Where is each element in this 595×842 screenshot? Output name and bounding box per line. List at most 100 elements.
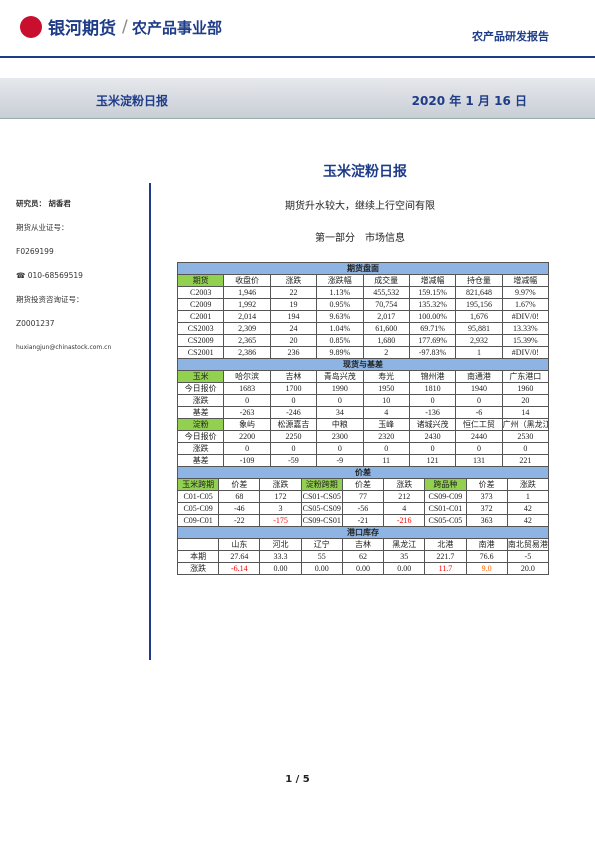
cell: 2,932 [455, 334, 503, 347]
cell: 诸城兴茂 [408, 418, 457, 431]
cell: 淀粉 [176, 418, 225, 431]
cell: C09-C01 [176, 514, 220, 527]
cell: 27.64 [218, 550, 261, 563]
cell: 锦州港 [408, 370, 457, 383]
cell: CS09-C09 [424, 490, 467, 503]
cell: CS2001 [176, 346, 225, 359]
cell: 13.33% [501, 322, 550, 335]
cell: 涨跌 [383, 478, 426, 491]
cell: 0 [408, 442, 457, 455]
banner-date: 2020 年 1 月 16 日 [411, 94, 527, 108]
cell: 涨跌 [176, 442, 225, 455]
cell: 221.7 [424, 550, 467, 563]
consult: Z0001237 [16, 319, 55, 328]
cell: 2200 [223, 430, 271, 443]
cell: 成交量 [362, 274, 410, 287]
cell: 价差 [465, 478, 508, 491]
label: 期货从业证号： [16, 223, 69, 232]
cell: 0 [501, 442, 550, 455]
cell: 9.97% [501, 286, 550, 299]
cell: 哈尔滨 [223, 370, 271, 383]
data-table: 期货盘面 期货 收盘价 涨跌 涨跌幅 成交量 增减幅 持仓量 增减幅 C2003 1,946 22 1.… [176, 262, 550, 359]
cell: CS05-CS09 [300, 502, 343, 515]
cell: 广东港口 [501, 370, 550, 383]
cell: 2430 [408, 430, 457, 443]
cell: 34 [316, 406, 364, 419]
cell: 70,754 [362, 298, 410, 311]
cell: 0 [269, 394, 318, 407]
cell: 20.0 [506, 562, 550, 575]
cell: 价差 [341, 478, 385, 491]
cell: -46 [218, 502, 261, 515]
cell: -216 [383, 514, 426, 527]
table-row: CS2001 2,386 236 9.89% 2 -97.83% 1 #DIV/0! [176, 346, 550, 359]
cell: 195,156 [455, 298, 503, 311]
cell: 山东 [218, 538, 261, 551]
logo: 银河期货 / [20, 14, 128, 39]
cell: -246 [269, 406, 318, 419]
cell: 11 [362, 454, 410, 467]
cell: 松源嘉吉 [269, 418, 318, 431]
cell: 基差 [176, 454, 225, 467]
cell: 中粮 [316, 418, 364, 431]
cell: 涨跌 [176, 394, 225, 407]
cell: 2300 [316, 430, 364, 443]
cell: 1 [506, 490, 550, 503]
cell: -56 [341, 502, 385, 515]
logo-text: 银河期货 [48, 19, 116, 39]
cell: -22 [218, 514, 261, 527]
cell: 0 [223, 442, 271, 455]
cell: 0 [362, 442, 410, 455]
cell: 9.0 [465, 562, 508, 575]
divider [149, 183, 151, 660]
cell: 今日报价 [176, 430, 225, 443]
cell: 涨跌 [176, 562, 220, 575]
cell: 10 [362, 394, 410, 407]
cell: 2,365 [223, 334, 271, 347]
cell: 青岛兴茂 [316, 370, 364, 383]
cell: 1960 [501, 382, 550, 395]
researcher: 胡香君 [48, 199, 71, 208]
cell: CS2009 [176, 334, 225, 347]
cell: 玉峰 [362, 418, 410, 431]
table-row: 基差 -109 -59 -9 11 121 131 221 [176, 454, 550, 467]
cell: 0 [269, 442, 318, 455]
cell: #DIV/0! [501, 346, 550, 359]
cell: 1,946 [223, 286, 271, 299]
cell: -5 [506, 550, 550, 563]
cell: 1990 [316, 382, 364, 395]
cell: 1 [455, 346, 503, 359]
data-table: 价差 玉米跨期 价差 涨跌 淀粉跨期 价差 涨跌 跨品种 价差 涨跌 C01-C05 68 172 CS0… [176, 466, 550, 527]
cell: 南北贸易港 [506, 538, 550, 551]
cell: 1,676 [455, 310, 503, 323]
table-row: 涨跌 -6.14 0.00 0.00 0.00 0.00 11.7 9.0 20.0 [176, 562, 550, 575]
cell: 9.63% [316, 310, 364, 323]
section-row: 港口库存 [177, 526, 549, 539]
cell: 0.00 [341, 562, 385, 575]
cell: 0 [455, 394, 503, 407]
cell: -21 [341, 514, 385, 527]
cell: 0.00 [300, 562, 343, 575]
table-row: 山东 河北 辽宁 吉林 黑龙江 北港 南港 南北贸易港 [176, 538, 550, 551]
cell: 涨跌 [506, 478, 550, 491]
cell: 玉米跨期 [176, 478, 220, 491]
cell: 95,881 [455, 322, 503, 335]
cell: 62 [341, 550, 385, 563]
cell: 24 [269, 322, 318, 335]
cell: 33.3 [259, 550, 302, 563]
cell: 本期 [176, 550, 220, 563]
phone: ☎ 010-68569519 [16, 271, 83, 280]
cell: 2440 [455, 430, 503, 443]
page-number: 1 / 5 [285, 774, 310, 785]
cell: CS05-C05 [424, 514, 467, 527]
table-row: 今日报价 1683 1700 1990 1950 1810 1940 1960 [176, 382, 550, 395]
data-table: 现货与基差 玉米 哈尔滨 吉林 青岛兴茂 寿光 锦州港 南通港 广东港口 今日报价 1683 1700… [176, 358, 550, 467]
cell: 372 [465, 502, 508, 515]
cell: 55 [300, 550, 343, 563]
label: 研究员： [16, 199, 46, 208]
cell: 1810 [408, 382, 457, 395]
cell: 135.32% [408, 298, 457, 311]
cell: C01-C05 [176, 490, 220, 503]
banner [0, 78, 595, 119]
license: F0269199 [16, 247, 54, 256]
